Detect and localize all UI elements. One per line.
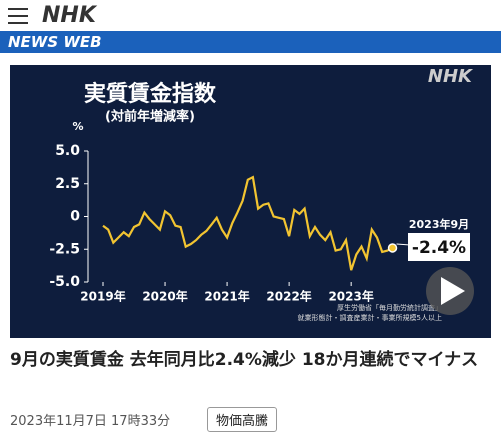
logo[interactable]: NHK xyxy=(42,3,96,28)
y-tick-label: -2.5 xyxy=(49,241,80,257)
x-tick-label: 2020年 xyxy=(142,289,187,304)
callout-line xyxy=(396,243,411,246)
y-tick-label: 0 xyxy=(70,209,80,225)
callout-box xyxy=(408,233,470,261)
y-tick-label: 2.5 xyxy=(55,176,80,192)
annotation: 2023年9月 xyxy=(409,217,469,231)
tag[interactable]: 物価高騰 xyxy=(207,407,278,432)
source: 厚生労働省「毎月勤労統計調査」 xyxy=(337,303,442,312)
x-tick-label: 2019年 xyxy=(80,289,125,304)
x-tick-label: 2023年 xyxy=(328,289,373,304)
x-tick-label: 2022年 xyxy=(266,289,311,304)
chart: 実質賃金指数 (対前年増減率) NHK % 厚生労働省「毎月勤労統計調査」 就業… xyxy=(10,65,491,338)
menu-button[interactable] xyxy=(8,8,28,24)
play-icon[interactable] xyxy=(441,277,465,305)
x-tick-label: 2021年 xyxy=(204,289,249,304)
chart-title: 実質賃金指数 xyxy=(84,81,217,107)
line xyxy=(102,175,394,271)
chart-background xyxy=(10,65,491,338)
value-label: -2.4% xyxy=(412,238,466,258)
end-point xyxy=(387,243,398,253)
y-tick-label: -5.0 xyxy=(49,274,80,290)
section-title[interactable]: NEWS WEB xyxy=(8,33,102,51)
section-bar: NEWS WEB xyxy=(0,31,501,53)
y-tick-label: 5.0 xyxy=(55,143,80,159)
date: 2023年11月7日 17時33分 xyxy=(10,414,171,429)
headline[interactable]: 9月の実質賃金 去年同月比2.4%減少 18か月連続でマイナス xyxy=(10,350,479,370)
y-axis-label: % xyxy=(72,120,83,133)
chart-subtitle: (対前年増減率) xyxy=(105,109,195,125)
chart-logo: NHK xyxy=(428,66,474,87)
source: 就業形態計・調査産業計・事業所規模5人以上 xyxy=(298,313,442,322)
